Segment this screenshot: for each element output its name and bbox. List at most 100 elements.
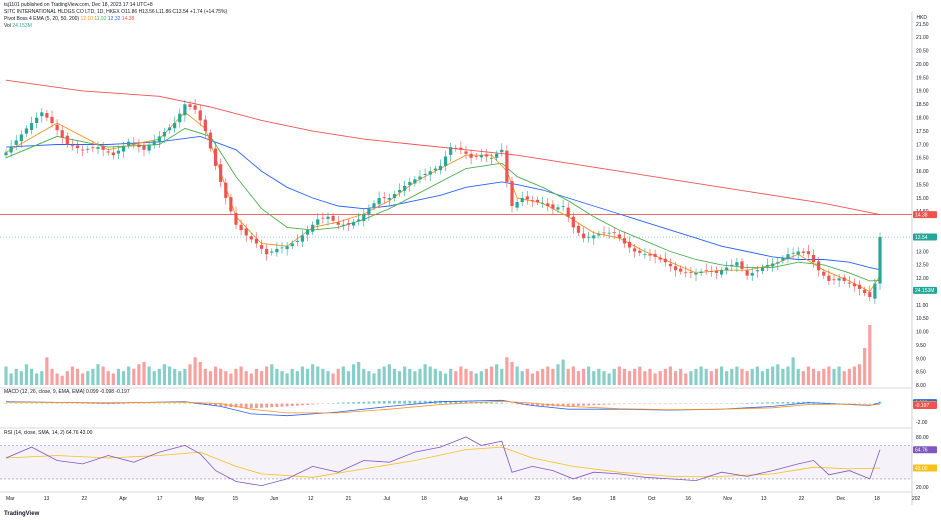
volume-bar xyxy=(648,368,652,385)
candle-body xyxy=(709,271,713,272)
time-tick-label: Jul xyxy=(384,496,390,502)
candle-body xyxy=(520,197,524,202)
volume-bar xyxy=(132,368,136,385)
volume-bar xyxy=(75,368,80,385)
candle-body xyxy=(428,171,432,175)
candle-body xyxy=(290,243,294,247)
volume-bar xyxy=(842,371,846,385)
volume-bar xyxy=(443,373,448,385)
time-tick-label: 23 xyxy=(535,496,541,502)
price-tick-label: 11.00 xyxy=(916,303,928,309)
volume-bar xyxy=(219,368,223,385)
candle-body xyxy=(464,151,468,154)
candle-body xyxy=(193,105,197,110)
volume-bar xyxy=(101,366,105,385)
time-tick-label: 15 xyxy=(233,496,239,502)
volume-bar xyxy=(203,368,207,385)
volume-bar xyxy=(679,368,683,385)
volume-bar xyxy=(561,359,565,385)
macd-histogram-bar xyxy=(592,403,596,406)
macd-histogram-bar xyxy=(495,402,499,404)
volume-bar xyxy=(413,371,417,385)
candle-body xyxy=(234,212,238,225)
macd-histogram-bar xyxy=(219,403,223,407)
candle-body xyxy=(14,140,18,145)
volume-bar xyxy=(224,371,228,385)
volume-bar xyxy=(653,373,657,385)
candle-body xyxy=(857,284,862,289)
candle-body xyxy=(607,232,611,234)
macd-histogram-bar xyxy=(265,403,269,408)
volume-bar xyxy=(86,371,90,385)
volume-bar xyxy=(35,373,39,385)
price-tag-label: 24.153M xyxy=(915,288,934,294)
volume-bar xyxy=(336,368,340,385)
macd-histogram-bar xyxy=(224,403,228,407)
candle-body xyxy=(321,217,325,219)
volume-bar xyxy=(254,368,259,385)
volume-bar xyxy=(438,371,443,385)
volume-bar xyxy=(259,371,264,385)
volume-bar xyxy=(239,366,243,385)
volume-bar xyxy=(106,371,110,385)
volume-bar xyxy=(525,368,529,385)
volume-bar xyxy=(776,364,780,385)
volume-bar xyxy=(367,371,371,385)
candle-body xyxy=(249,236,253,240)
price-tick-label: 18.50 xyxy=(916,102,929,108)
macd-histogram-bar xyxy=(290,403,294,407)
candle-body xyxy=(832,279,836,281)
macd-histogram-bar xyxy=(423,400,427,404)
volume-bar xyxy=(137,364,141,385)
volume-bar xyxy=(275,368,279,385)
candle-body xyxy=(827,275,831,281)
volume-bar xyxy=(290,368,294,385)
price-tick-label: 16.50 xyxy=(916,156,929,162)
volume-bar xyxy=(857,364,862,385)
volume-bar xyxy=(566,368,570,385)
volume-bar xyxy=(709,371,713,385)
candle-body xyxy=(270,251,274,253)
ema50-value: 12.32 xyxy=(107,16,121,22)
macd-histogram-bar xyxy=(418,400,422,404)
time-tick-label: Nov xyxy=(723,496,732,502)
macd-histogram-bar xyxy=(209,403,212,406)
volume-bar xyxy=(29,368,34,385)
volume-bar xyxy=(551,368,555,385)
candle-body xyxy=(781,258,785,261)
candle-body xyxy=(663,258,667,263)
volume-bar xyxy=(627,371,632,385)
volume-bar xyxy=(760,371,765,385)
volume-bar xyxy=(331,373,335,385)
macd-histogram-bar xyxy=(791,401,795,404)
candle-body xyxy=(541,203,545,205)
candle-body xyxy=(546,203,550,207)
candle-body xyxy=(561,206,565,207)
volume-bar xyxy=(193,357,197,385)
volume-bar xyxy=(719,366,724,385)
candle-body xyxy=(684,272,688,274)
candle-body xyxy=(239,224,243,231)
candle-body xyxy=(19,134,23,142)
macd-histogram-bar xyxy=(449,401,453,404)
candle-body xyxy=(173,123,177,129)
volume-bar xyxy=(811,368,816,385)
macd-histogram-bar xyxy=(275,403,279,407)
macd-signal-line xyxy=(5,400,881,414)
volume-bar xyxy=(116,368,121,385)
candle-body xyxy=(648,254,652,256)
candle-body xyxy=(755,270,759,272)
footer-text: TradingView xyxy=(4,511,40,517)
ema50-line xyxy=(5,135,881,271)
volume-bar xyxy=(474,373,478,385)
candle-body xyxy=(602,232,606,234)
volume-legend: Vol 24.153M xyxy=(4,23,227,30)
candle-body xyxy=(449,147,453,155)
volume-bar xyxy=(70,366,75,385)
candle-body xyxy=(127,141,131,146)
volume-bar xyxy=(249,373,253,385)
volume-bar xyxy=(270,364,274,385)
time-tick-label: 22 xyxy=(82,496,88,502)
currency-label: HKD xyxy=(916,15,927,21)
